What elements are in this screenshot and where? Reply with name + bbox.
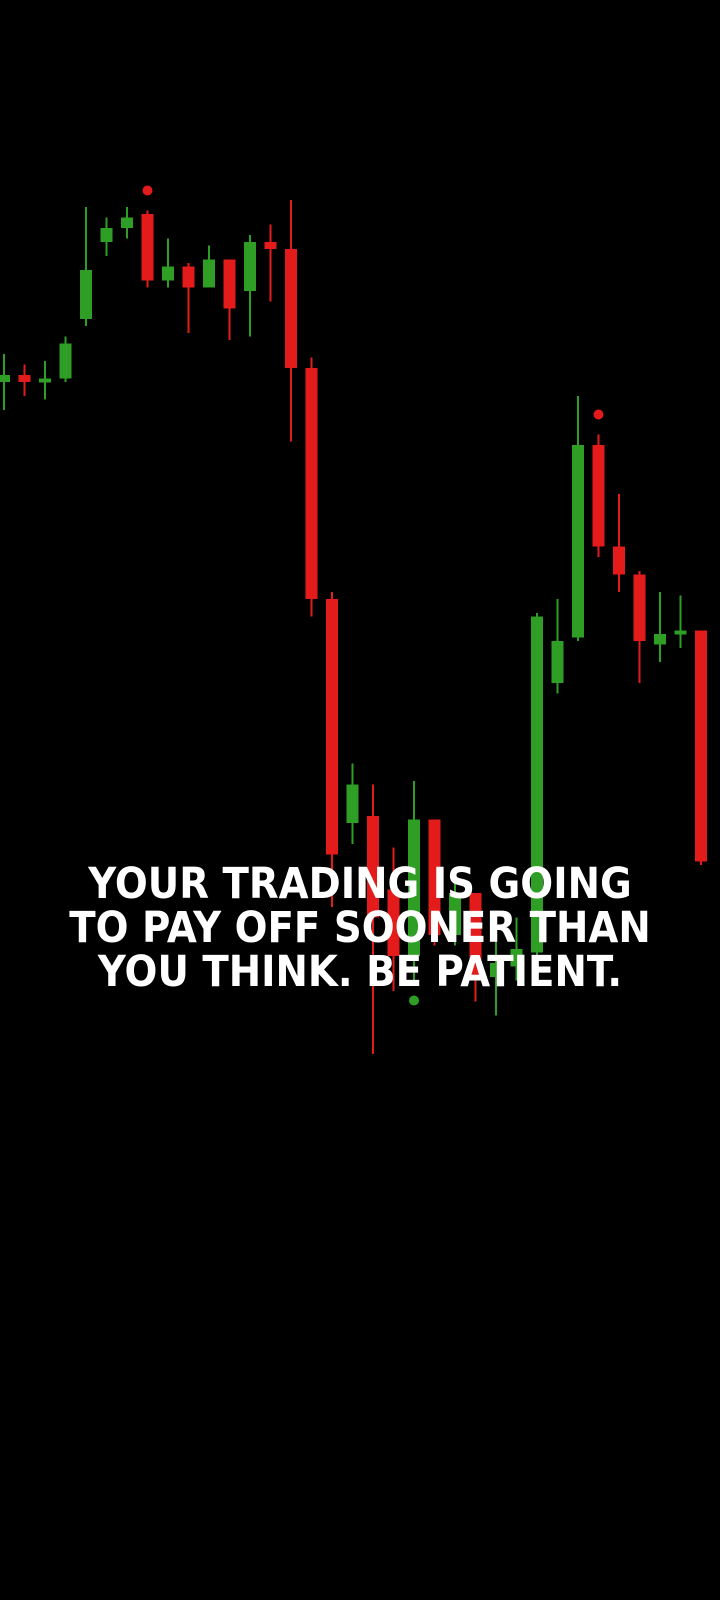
candle-35 bbox=[695, 630, 707, 865]
candle-8 bbox=[141, 185, 154, 288]
candle-25 bbox=[490, 924, 502, 1016]
candle-body bbox=[428, 819, 441, 935]
motivational-quote: YOUR TRADING IS GOING TO PAY OFF SOONER … bbox=[36, 862, 684, 994]
candle-body bbox=[264, 242, 277, 249]
candle-19 bbox=[367, 784, 379, 1054]
candle-body bbox=[674, 630, 687, 635]
candle-body bbox=[0, 375, 10, 382]
candle-body bbox=[244, 242, 256, 291]
candle-body bbox=[531, 616, 543, 953]
candle-body bbox=[449, 893, 461, 935]
candle-body bbox=[387, 889, 400, 956]
candle-31 bbox=[613, 494, 625, 592]
candle-body bbox=[490, 963, 502, 977]
candle-body bbox=[80, 270, 92, 319]
candle-body bbox=[510, 949, 523, 967]
candle-9 bbox=[162, 238, 174, 288]
candle-body bbox=[182, 266, 195, 288]
candle-marker-dot bbox=[409, 995, 419, 1006]
candle-5 bbox=[80, 207, 92, 326]
candle-body bbox=[59, 343, 72, 379]
candle-marker-dot bbox=[593, 409, 604, 420]
candle-body bbox=[551, 641, 564, 683]
candle-16 bbox=[305, 357, 318, 617]
candle-12 bbox=[223, 259, 236, 340]
quote-line-2: TO PAY OFF SOONER THAN bbox=[69, 903, 651, 953]
candle-22 bbox=[428, 819, 441, 946]
candle-body bbox=[100, 228, 113, 242]
candle-body bbox=[592, 445, 605, 547]
candle-11 bbox=[203, 245, 215, 288]
candle-marker-dot bbox=[142, 185, 153, 196]
candle-14 bbox=[264, 224, 277, 302]
candle-10 bbox=[182, 263, 195, 333]
candle-2 bbox=[18, 364, 31, 396]
candle-24 bbox=[469, 893, 482, 1002]
quote-line-1: YOUR TRADING IS GOING bbox=[88, 859, 632, 909]
candle-body bbox=[305, 368, 318, 599]
candle-body bbox=[121, 217, 133, 228]
candle-1 bbox=[0, 354, 10, 410]
candle-body bbox=[654, 634, 666, 645]
candle-6 bbox=[100, 217, 113, 256]
candle-body bbox=[223, 259, 236, 309]
candle-body bbox=[408, 819, 420, 956]
candle-4 bbox=[59, 336, 72, 382]
candle-body bbox=[285, 249, 297, 368]
candle-body bbox=[39, 378, 51, 383]
candle-body bbox=[572, 445, 584, 638]
candle-3 bbox=[39, 361, 51, 400]
candle-body bbox=[469, 893, 482, 981]
candle-29 bbox=[572, 396, 584, 641]
candle-32 bbox=[633, 571, 646, 683]
candle-body bbox=[367, 816, 379, 918]
candle-body bbox=[162, 266, 174, 281]
candle-body bbox=[141, 214, 154, 281]
candle-7 bbox=[121, 207, 133, 239]
candle-body bbox=[326, 599, 338, 855]
candle-body bbox=[613, 546, 625, 575]
candle-27 bbox=[531, 613, 543, 963]
candle-33 bbox=[654, 592, 666, 662]
candle-28 bbox=[551, 599, 564, 694]
candle-23 bbox=[449, 872, 461, 946]
candle-21 bbox=[408, 781, 420, 1006]
candle-30 bbox=[592, 409, 605, 557]
candle-34 bbox=[674, 595, 687, 648]
candle-body bbox=[346, 784, 359, 823]
candle-20 bbox=[387, 847, 400, 991]
candle-body bbox=[695, 630, 707, 862]
candle-body bbox=[203, 259, 215, 288]
quote-line-3: YOU THINK. BE PATIENT. bbox=[97, 947, 623, 997]
candle-13 bbox=[244, 235, 256, 337]
candle-26 bbox=[510, 917, 523, 981]
candle-body bbox=[18, 375, 31, 382]
candle-15 bbox=[285, 200, 297, 442]
candle-body bbox=[633, 574, 646, 641]
candle-17 bbox=[326, 592, 338, 907]
candle-18 bbox=[346, 763, 359, 844]
